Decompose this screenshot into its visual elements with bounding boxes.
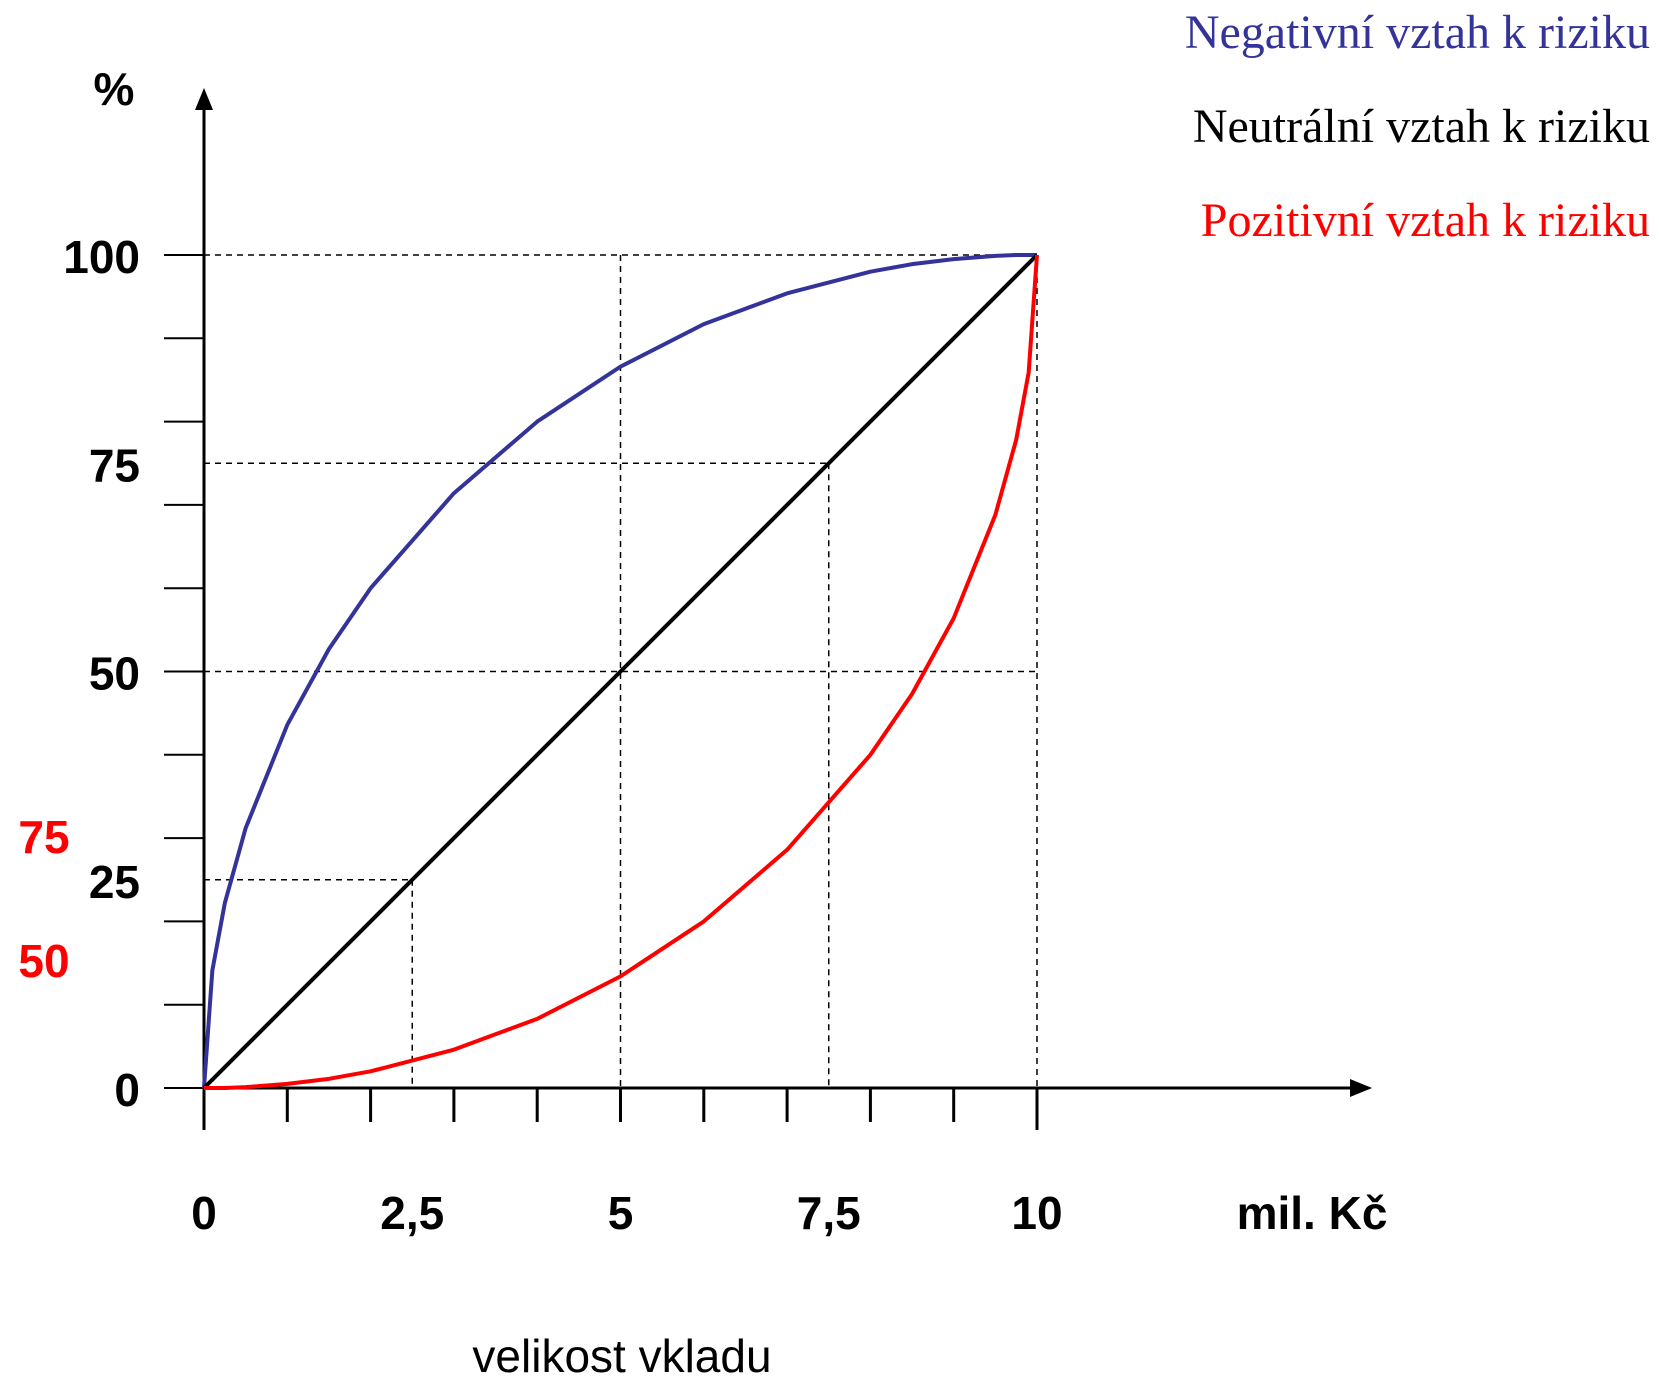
x-axis-title: velikost vkladu — [472, 1330, 771, 1382]
y-tick-label: 50 — [89, 648, 140, 700]
series-line — [202, 253, 1039, 1090]
x-tick-label: 10 — [1011, 1187, 1062, 1239]
annotation: 50 — [18, 935, 69, 987]
x-tick-label: 5 — [608, 1187, 634, 1239]
legend-entry: Pozitivní vztah k riziku — [1201, 194, 1650, 247]
y-tick-label: 0 — [114, 1064, 140, 1116]
x-tick-label: 0 — [191, 1187, 217, 1239]
x-tick-label: 2,5 — [380, 1187, 444, 1239]
legend-entry: Neutrální vztah k riziku — [1193, 100, 1650, 153]
y-axis-arrow — [195, 88, 213, 110]
x-axis-arrow — [1350, 1079, 1372, 1097]
series-line — [202, 253, 1037, 1089]
x-axis-label: mil. Kč — [1237, 1187, 1388, 1239]
annotation: 75 — [18, 811, 69, 863]
legend-entry: Negativní vztah k riziku — [1185, 6, 1650, 59]
y-tick-label: 75 — [89, 439, 140, 491]
x-tick-label: 7,5 — [797, 1187, 861, 1239]
y-tick-label: 25 — [89, 856, 140, 908]
y-axis-label: % — [94, 63, 135, 115]
y-tick-label: 100 — [63, 231, 140, 283]
series-line — [204, 254, 1039, 1090]
